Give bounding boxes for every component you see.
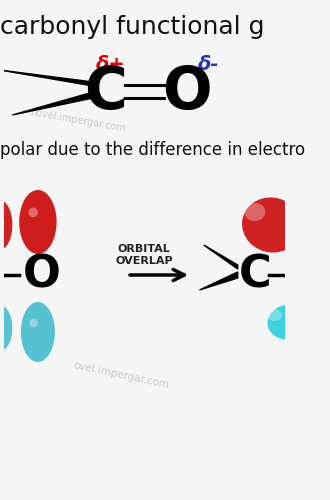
Text: O: O xyxy=(23,254,61,296)
Text: ovel.impergar.com: ovel.impergar.com xyxy=(72,360,170,390)
Ellipse shape xyxy=(0,200,13,250)
Polygon shape xyxy=(13,92,93,115)
Text: δ-: δ- xyxy=(197,56,219,74)
Ellipse shape xyxy=(29,318,38,328)
Text: δ+: δ+ xyxy=(95,56,125,74)
Ellipse shape xyxy=(242,198,302,252)
Ellipse shape xyxy=(244,203,265,221)
Text: C: C xyxy=(84,64,127,120)
Ellipse shape xyxy=(0,305,13,351)
Text: ORBITAL
OVERLAP: ORBITAL OVERLAP xyxy=(115,244,173,266)
Ellipse shape xyxy=(267,309,282,321)
Polygon shape xyxy=(204,245,238,269)
Text: C: C xyxy=(238,254,271,296)
Text: polar due to the difference in electro: polar due to the difference in electro xyxy=(0,141,305,159)
Polygon shape xyxy=(199,272,238,290)
Text: O: O xyxy=(162,64,212,120)
Ellipse shape xyxy=(19,190,57,254)
Ellipse shape xyxy=(21,302,55,362)
Polygon shape xyxy=(0,70,93,86)
Ellipse shape xyxy=(28,208,38,217)
Text: novel.impergar.com: novel.impergar.com xyxy=(29,106,127,134)
Ellipse shape xyxy=(268,304,310,340)
Text: carbonyl functional g: carbonyl functional g xyxy=(0,15,264,39)
